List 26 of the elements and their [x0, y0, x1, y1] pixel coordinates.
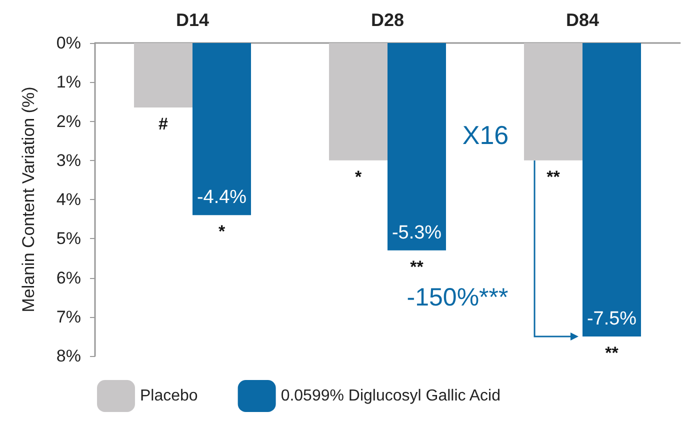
x-tick-label: D28: [370, 10, 404, 30]
y-tick-label: 3%: [56, 150, 81, 170]
y-tick-label: 0%: [56, 34, 81, 52]
annotation: -150%***: [406, 283, 508, 312]
data-label: -7.5%: [586, 308, 637, 330]
data-label: -4.4%: [196, 187, 247, 208]
y-tick-label: 2%: [56, 112, 81, 131]
annotation: **: [410, 257, 424, 276]
annotation: *: [218, 222, 226, 242]
annotation: **: [546, 167, 560, 186]
annotation: #: [158, 114, 169, 134]
y-tick-label: 4%: [56, 190, 81, 209]
annotation: **: [605, 343, 619, 362]
y-tick-label: 5%: [56, 229, 81, 248]
y-axis-title: Melanin Content Variation (%): [19, 86, 38, 312]
x-tick-label: D14: [176, 10, 210, 30]
legend-label: 0.0599% Diglucosyl Gallic Acid: [280, 388, 500, 404]
y-tick-label: 8%: [56, 346, 81, 366]
y-tick-label: 7%: [56, 307, 81, 326]
annotation: *: [354, 167, 362, 186]
annotation: X16: [462, 120, 509, 150]
x-tick-label: D84: [566, 10, 600, 30]
data-label: -5.3%: [392, 222, 442, 244]
y-tick-label: 6%: [56, 268, 81, 288]
legend-label: Placebo: [140, 388, 198, 404]
y-tick-label: 1%: [56, 72, 81, 92]
